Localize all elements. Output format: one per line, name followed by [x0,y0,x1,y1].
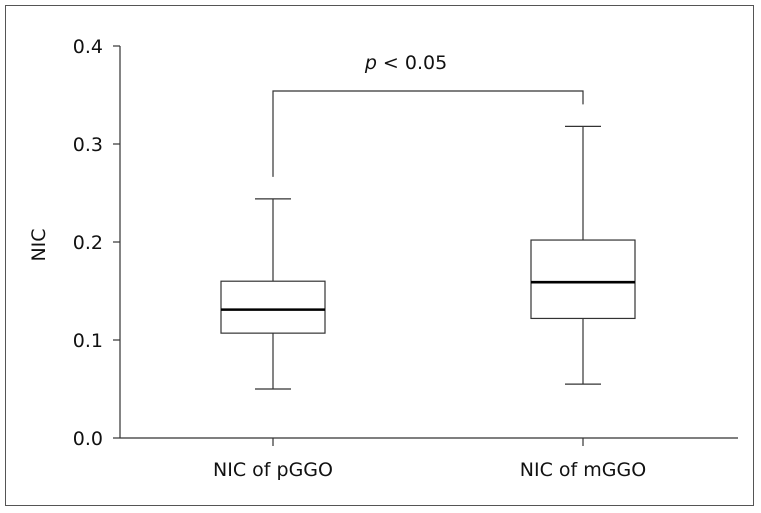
box-pggo [220,198,326,390]
p-threshold: < 0.05 [377,52,447,74]
y-axis-title: NIC [28,228,50,261]
y-tick-label: 0.3 [73,134,103,156]
iqr-box [530,239,636,320]
x-tick-label: NIC of pGGO [213,459,333,481]
y-tick-label: 0.0 [73,428,103,450]
axes: 0.0 0.1 0.2 0.3 0.4 NIC of pGGO NIC of mGGO [73,36,738,481]
plot-marks [220,90,636,390]
iqr-box [220,280,326,334]
p-symbol: p [364,52,377,74]
y-tick-label: 0.4 [73,36,103,58]
y-tick-label: 0.1 [73,330,103,352]
x-tick-label: NIC of mGGO [520,459,646,481]
significance-label: p < 0.05 [364,52,447,74]
y-tick-label: 0.2 [73,232,103,254]
box-mggo [530,125,636,385]
significance-bracket [272,90,584,177]
